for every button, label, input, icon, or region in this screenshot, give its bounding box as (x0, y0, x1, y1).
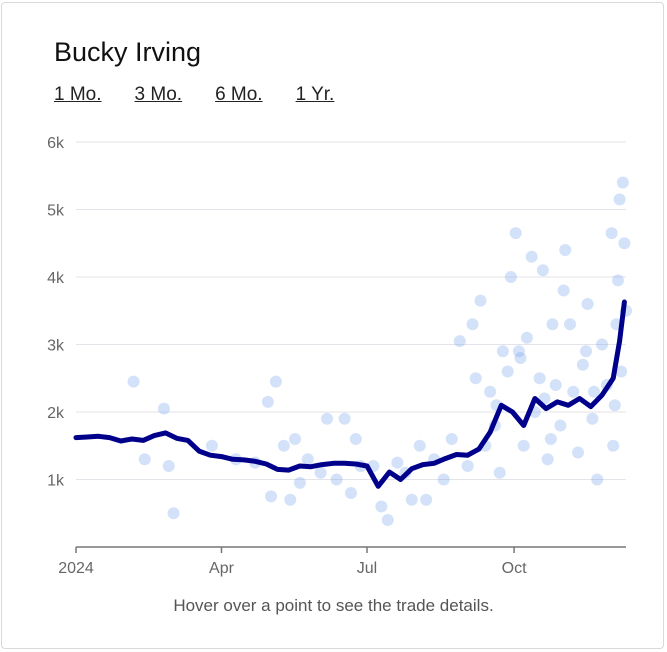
y-tick-label: 4k (47, 270, 65, 287)
trade-point[interactable] (330, 473, 343, 486)
trade-point[interactable] (612, 274, 625, 287)
trade-point[interactable] (613, 193, 626, 206)
trade-point[interactable] (261, 395, 274, 408)
trade-point[interactable] (559, 244, 572, 256)
trade-point[interactable] (580, 345, 593, 358)
x-tick-label: Oct (502, 560, 527, 577)
trade-point[interactable] (445, 433, 458, 445)
trade-point[interactable] (544, 433, 557, 445)
trade-point[interactable] (474, 294, 487, 307)
range-selector: 1 Mo. 3 Mo. 6 Mo. 1 Yr. (54, 84, 334, 106)
trade-point[interactable] (564, 318, 577, 331)
trade-point[interactable] (581, 298, 594, 310)
trade-point[interactable] (615, 365, 628, 378)
trade-point[interactable] (605, 227, 618, 240)
trade-point[interactable] (517, 439, 530, 452)
trade-point[interactable] (572, 446, 585, 459)
x-tick-label: Jul (357, 560, 377, 577)
trade-point[interactable] (405, 493, 418, 506)
trade-point[interactable] (162, 460, 175, 472)
trade-point[interactable] (301, 453, 314, 466)
trade-point[interactable] (557, 284, 570, 297)
trade-point[interactable] (167, 507, 180, 520)
trade-point[interactable] (314, 466, 327, 479)
trade-point[interactable] (514, 352, 527, 364)
trade-point[interactable] (591, 473, 604, 486)
trade-point[interactable] (391, 456, 404, 469)
y-tick-label: 2k (47, 405, 65, 422)
trade-point[interactable] (536, 264, 549, 277)
x-tick-label: Apr (209, 560, 235, 577)
y-tick-label: 3k (47, 338, 65, 355)
trade-point[interactable] (616, 176, 629, 189)
trade-point[interactable] (576, 358, 589, 371)
trade-point[interactable] (349, 433, 362, 445)
hover-hint: Hover over a point to see the trade deta… (173, 596, 494, 615)
trade-point[interactable] (466, 318, 479, 331)
trade-point[interactable] (138, 453, 151, 466)
trade-point[interactable] (293, 476, 306, 489)
trade-point[interactable] (205, 439, 218, 452)
trade-point[interactable] (127, 375, 140, 388)
y-tick-label: 1k (47, 473, 65, 490)
trade-points (127, 176, 632, 526)
trade-point[interactable] (413, 439, 426, 452)
trade-point[interactable] (501, 365, 514, 378)
range-6-months[interactable]: 6 Mo. (215, 84, 263, 105)
trade-point[interactable] (437, 473, 450, 486)
trade-point[interactable] (493, 466, 506, 479)
trade-point[interactable] (265, 490, 278, 503)
trade-point[interactable] (469, 372, 482, 385)
trade-point[interactable] (512, 345, 525, 358)
trade-point[interactable] (554, 419, 567, 432)
trade-point[interactable] (338, 412, 351, 425)
trade-point[interactable] (588, 385, 601, 398)
trade-point[interactable] (461, 460, 474, 472)
chart-title: Bucky Irving (54, 37, 202, 67)
trade-point[interactable] (567, 385, 580, 398)
trade-point[interactable] (586, 412, 599, 425)
trade-point[interactable] (157, 402, 170, 415)
trade-point[interactable] (453, 335, 466, 348)
range-1-month[interactable]: 1 Mo. (54, 84, 102, 105)
range-3-months[interactable]: 3 Mo. (134, 84, 183, 105)
trade-point[interactable] (484, 385, 497, 398)
trade-point[interactable] (375, 500, 388, 513)
range-1-year[interactable]: 1 Yr. (295, 84, 335, 105)
x-axis: 2024 Apr Jul Oct (58, 547, 527, 577)
trade-point[interactable] (289, 433, 302, 445)
trade-point[interactable] (504, 271, 517, 283)
y-tick-label: 5k (47, 203, 65, 220)
trade-point[interactable] (284, 493, 297, 506)
trade-point[interactable] (509, 227, 522, 240)
y-axis: 1k 2k 3k 4k 5k 6k (47, 135, 65, 490)
trade-point[interactable] (269, 375, 282, 388)
trade-point[interactable] (618, 237, 631, 250)
trade-point[interactable] (420, 493, 433, 506)
trade-point[interactable] (607, 439, 620, 452)
trade-point[interactable] (546, 318, 559, 331)
x-tick-label: 2024 (58, 560, 94, 577)
trade-point[interactable] (345, 487, 357, 499)
trade-point[interactable] (520, 331, 533, 344)
trade-point[interactable] (608, 399, 621, 412)
trade-point[interactable] (533, 372, 546, 385)
trade-point[interactable] (321, 412, 334, 425)
trade-point[interactable] (277, 439, 290, 452)
grid-lines (76, 141, 626, 480)
trade-point[interactable] (381, 514, 394, 526)
trade-point[interactable] (541, 453, 554, 466)
trade-point[interactable] (525, 250, 538, 263)
trade-point[interactable] (496, 345, 509, 358)
trade-point[interactable] (549, 379, 562, 391)
average-price-line (73, 299, 627, 489)
y-tick-label: 6k (47, 135, 65, 152)
trade-point[interactable] (596, 338, 609, 351)
